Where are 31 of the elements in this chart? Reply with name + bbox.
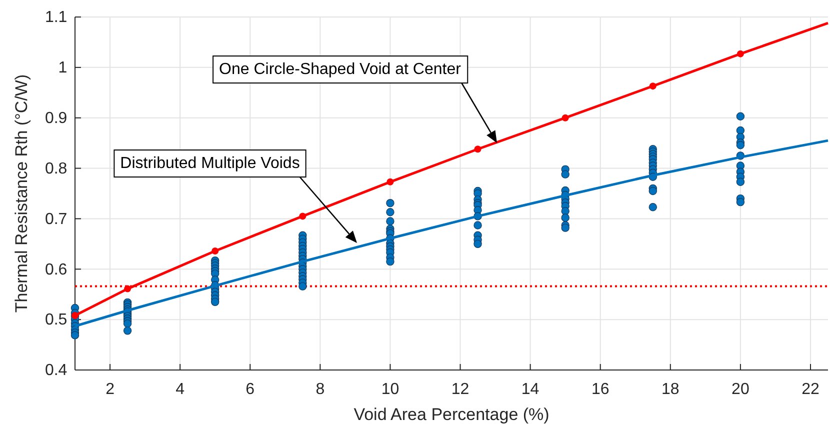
y-tick-label: 0.4 [44,362,68,380]
y-tick-label: 0.8 [44,160,68,178]
point [299,212,306,220]
point [474,146,482,153]
x-tick-label: 12 [451,380,470,398]
y-tick-label: 0.7 [44,210,68,228]
point [562,114,569,122]
point [386,178,394,186]
y-tick-label: 0.6 [44,261,68,278]
x-tick-label: 20 [732,380,750,398]
x-tick-label: 8 [316,380,325,398]
x-tick-label: 18 [661,380,680,398]
point [212,247,219,254]
x-tick-label: 6 [246,380,255,398]
y-tick-label: 1 [58,60,68,77]
annotation: Distributed Multiple Voids [120,155,300,172]
point [124,285,132,292]
y-tick-label: 0.5 [44,312,68,329]
x-tick-label: 10 [381,380,400,398]
point [649,82,656,90]
x-axis-title: Void Area Percentage (%) [354,405,550,424]
annotation: One Circle-Shaped Void at Center [219,61,462,78]
y-tick-label: 1.1 [44,9,68,26]
y-axis-title: Thermal Resistance Rth (°C/W) [12,74,31,313]
point [736,50,744,58]
x-tick-label: 14 [521,380,540,398]
x-tick-label: 16 [591,380,610,398]
x-tick-label: 22 [802,380,820,398]
x-tick-label: 2 [106,380,115,398]
y-tick-label: 0.9 [44,110,68,127]
x-tick-label: 4 [176,380,185,398]
